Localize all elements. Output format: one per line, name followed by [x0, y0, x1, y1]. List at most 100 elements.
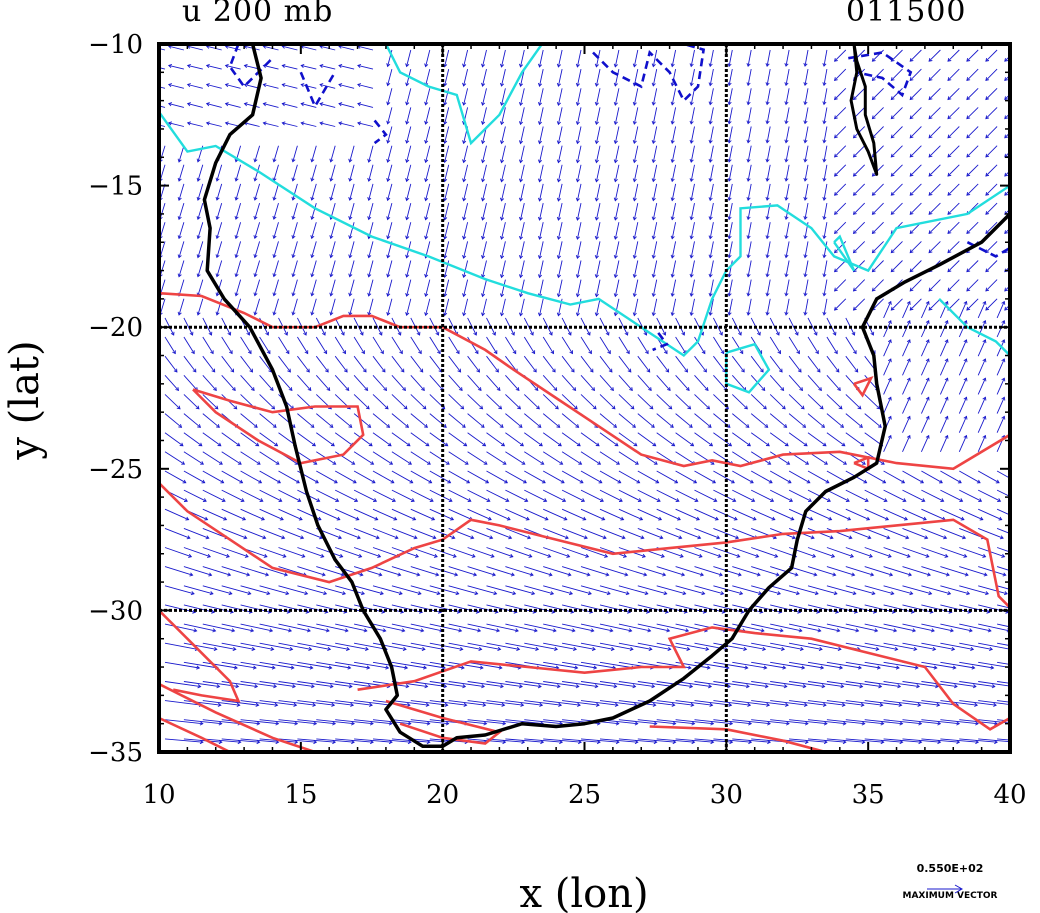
wind-vector	[689, 298, 695, 317]
wind-vector	[448, 642, 483, 652]
wind-vector	[562, 681, 599, 689]
wind-vector	[947, 183, 960, 196]
wind-vector	[367, 202, 374, 221]
wind-vector	[788, 413, 807, 428]
wind-vector	[599, 527, 626, 540]
wind-vector	[177, 222, 185, 240]
wind-vector	[1016, 739, 1040, 744]
wind-vector	[183, 375, 198, 392]
wind-vector	[405, 298, 412, 317]
wind-vector	[164, 738, 204, 745]
wind-vector	[694, 508, 719, 521]
wind-vector	[694, 566, 723, 577]
wind-vector	[183, 681, 221, 689]
wind-vector	[613, 164, 620, 183]
wind-vector	[329, 298, 336, 316]
wind-vector	[890, 241, 903, 254]
wind-vector	[164, 508, 190, 521]
wind-vector	[618, 642, 653, 652]
wind-vector	[1004, 131, 1010, 139]
wind-vector	[996, 396, 1006, 414]
wind-vector	[221, 336, 233, 355]
wind-vector	[556, 49, 563, 68]
wind-vector	[278, 681, 315, 689]
wind-vector	[834, 183, 847, 196]
wind-vector	[424, 298, 431, 317]
wind-vector	[524, 681, 561, 689]
wind-vector	[196, 279, 204, 297]
wind-vector	[618, 681, 656, 689]
wind-vector	[618, 375, 633, 392]
wind-vector	[448, 661, 484, 670]
wind-vector	[518, 183, 525, 202]
wind-vector	[996, 547, 1010, 553]
wind-vector	[537, 222, 544, 240]
wind-vector	[562, 642, 596, 652]
wind-vector	[958, 339, 968, 357]
wind-vector	[221, 355, 235, 373]
wind-vector	[177, 202, 185, 221]
wind-vector	[202, 375, 217, 392]
wind-vector	[784, 298, 790, 316]
wind-vector	[651, 88, 658, 106]
wind-vector	[505, 585, 536, 596]
wind-vector	[1016, 340, 1024, 356]
wind-vector	[281, 121, 298, 127]
wind-vector	[159, 105, 166, 108]
wind-vector	[594, 203, 601, 221]
wind-vector	[429, 623, 463, 633]
wind-vector	[580, 375, 596, 392]
wind-vector	[272, 183, 279, 201]
wind-vector	[940, 758, 978, 762]
wind-vector	[770, 681, 807, 689]
wind-vector	[448, 470, 471, 484]
wind-vector	[443, 222, 450, 240]
wind-vector	[281, 63, 298, 70]
wind-vector	[202, 451, 223, 465]
wind-vector	[316, 738, 355, 745]
wind-vector	[372, 375, 388, 392]
wind-vector	[386, 279, 393, 297]
wind-vector	[562, 758, 600, 762]
wind-vector	[921, 585, 952, 596]
wind-vector	[523, 394, 540, 410]
wind-vector	[316, 642, 351, 652]
wind-vector	[556, 203, 563, 221]
wind-vector	[637, 432, 657, 447]
wind-vector	[234, 279, 242, 297]
wind-vector	[909, 49, 922, 62]
wind-vector	[429, 432, 449, 447]
wind-vector	[316, 758, 354, 762]
wind-vector	[1016, 378, 1024, 394]
wind-vector	[183, 489, 207, 502]
wind-vector	[746, 107, 752, 125]
wind-vector	[467, 566, 497, 577]
wind-vector	[670, 222, 677, 240]
wind-vector	[410, 623, 444, 633]
wind-vector	[689, 203, 695, 221]
wind-vector	[224, 63, 241, 70]
wind-vector	[391, 394, 408, 410]
wind-vector	[164, 451, 186, 465]
wind-vector	[902, 719, 942, 726]
wind-vector	[751, 719, 790, 726]
wind-vector	[966, 260, 979, 273]
wind-vector	[651, 279, 658, 298]
wind-vector	[481, 202, 487, 221]
wind-vector	[871, 221, 884, 234]
wind-vector	[637, 547, 665, 558]
wind-vector	[727, 126, 733, 144]
wind-vector	[803, 49, 809, 67]
wind-vector	[202, 413, 220, 428]
wind-vector	[486, 681, 523, 689]
wind-vector	[784, 145, 790, 163]
wind-vector	[215, 202, 223, 221]
wind-vector	[732, 681, 769, 689]
wind-vector	[746, 145, 752, 163]
wind-vector	[784, 69, 790, 87]
wind-vector	[978, 547, 1006, 558]
wind-vector	[947, 145, 960, 158]
wind-vector	[784, 279, 790, 297]
wind-vector	[732, 623, 765, 633]
wind-vector	[215, 298, 223, 316]
